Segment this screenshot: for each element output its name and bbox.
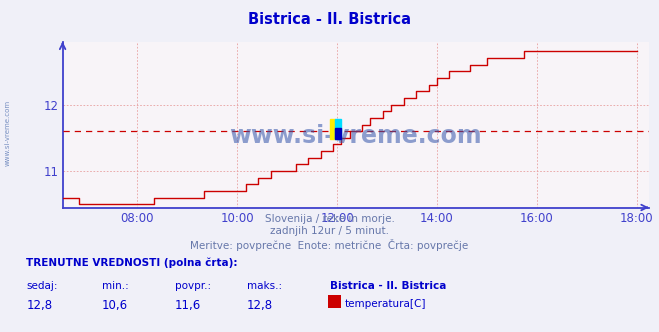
Text: www.si-vreme.com: www.si-vreme.com bbox=[5, 100, 11, 166]
Text: TRENUTNE VREDNOSTI (polna črta):: TRENUTNE VREDNOSTI (polna črta): bbox=[26, 257, 238, 268]
Text: Bistrica - Il. Bistrica: Bistrica - Il. Bistrica bbox=[330, 281, 446, 290]
Text: maks.:: maks.: bbox=[247, 281, 282, 290]
Text: temperatura[C]: temperatura[C] bbox=[345, 299, 426, 309]
Text: 10,6: 10,6 bbox=[102, 299, 129, 312]
Text: www.si-vreme.com: www.si-vreme.com bbox=[229, 124, 482, 148]
Text: min.:: min.: bbox=[102, 281, 129, 290]
Text: zadnjih 12ur / 5 minut.: zadnjih 12ur / 5 minut. bbox=[270, 226, 389, 236]
Text: Bistrica - Il. Bistrica: Bistrica - Il. Bistrica bbox=[248, 12, 411, 27]
Text: 12,8: 12,8 bbox=[247, 299, 273, 312]
Bar bbox=[335, 119, 341, 139]
Bar bbox=[330, 119, 335, 139]
Text: sedaj:: sedaj: bbox=[26, 281, 58, 290]
Text: 12,8: 12,8 bbox=[26, 299, 53, 312]
Text: 11,6: 11,6 bbox=[175, 299, 201, 312]
Text: Meritve: povprečne  Enote: metrične  Črta: povprečje: Meritve: povprečne Enote: metrične Črta:… bbox=[190, 239, 469, 251]
Text: povpr.:: povpr.: bbox=[175, 281, 211, 290]
Text: Slovenija / reke in morje.: Slovenija / reke in morje. bbox=[264, 214, 395, 224]
Bar bbox=[335, 128, 341, 139]
